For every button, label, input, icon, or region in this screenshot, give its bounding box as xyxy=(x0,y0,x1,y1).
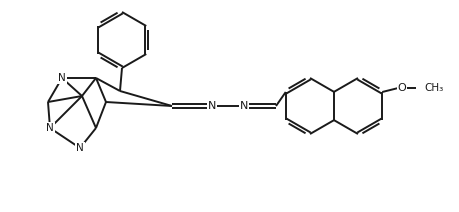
Text: N: N xyxy=(46,123,54,133)
Text: N: N xyxy=(58,73,66,83)
Text: O: O xyxy=(397,83,406,93)
Text: N: N xyxy=(76,143,84,153)
Text: CH₃: CH₃ xyxy=(423,83,442,93)
Text: N: N xyxy=(207,101,216,111)
Text: N: N xyxy=(239,101,248,111)
